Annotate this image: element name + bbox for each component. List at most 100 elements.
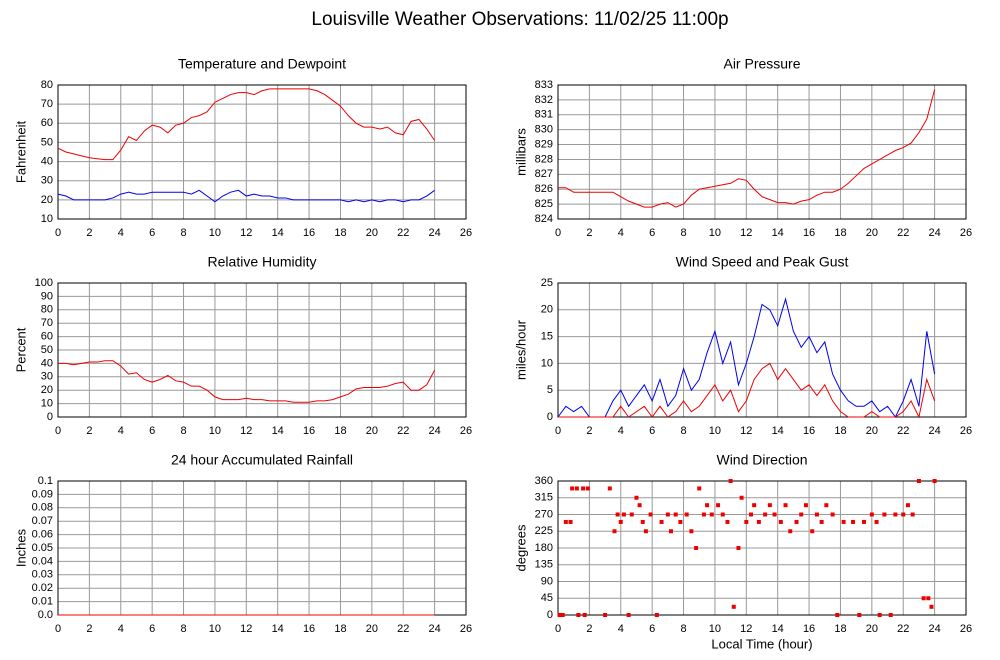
x-tick-label: 18: [334, 425, 346, 437]
data-point: [618, 519, 623, 524]
chart-title: Wind Speed and Peak Gust: [676, 254, 849, 270]
x-tick-label: 20: [866, 227, 878, 239]
data-point: [916, 479, 921, 483]
data-point: [744, 519, 749, 524]
x-axis-label: Local Time (hour): [711, 636, 812, 651]
data-point: [830, 512, 835, 517]
data-point: [901, 512, 906, 517]
y-tick-label: 315: [535, 492, 553, 504]
x-tick-label: 18: [834, 227, 846, 239]
x-tick-label: 12: [240, 623, 252, 635]
y-axis-label: Fahrenheit: [13, 121, 28, 184]
y-tick-label: 80: [41, 304, 53, 316]
y-tick-label: 0: [547, 609, 553, 621]
data-point: [810, 529, 815, 534]
data-point: [752, 503, 757, 508]
x-tick-label: 10: [209, 227, 221, 239]
y-axis-label: Inches: [13, 528, 28, 567]
y-tick-label: 40: [41, 357, 53, 369]
data-point: [803, 503, 808, 508]
x-tick-label: 18: [834, 623, 846, 635]
data-point: [621, 512, 626, 517]
y-axis-label: millibars: [513, 128, 528, 176]
x-tick-label: 2: [586, 623, 592, 635]
x-tick-label: 20: [866, 623, 878, 635]
data-point: [615, 512, 620, 517]
data-point: [877, 613, 882, 617]
x-tick-label: 0: [555, 227, 561, 239]
data-point: [568, 519, 573, 524]
x-tick-label: 0: [555, 623, 561, 635]
x-tick-label: 4: [618, 623, 624, 635]
data-point: [819, 519, 824, 524]
y-tick-label: 90: [541, 575, 553, 587]
data-point: [689, 529, 694, 534]
x-tick-label: 6: [149, 227, 155, 239]
y-tick-label: 0: [47, 411, 53, 423]
data-point: [720, 512, 725, 517]
x-tick-label: 8: [680, 623, 686, 635]
x-tick-label: 8: [180, 227, 186, 239]
y-tick-label: 0.06: [32, 529, 53, 541]
data-point: [629, 512, 634, 517]
x-tick-label: 10: [709, 623, 721, 635]
x-tick-label: 12: [240, 227, 252, 239]
y-tick-label: 829: [535, 138, 553, 150]
x-tick-label: 20: [366, 425, 378, 437]
data-point: [560, 613, 565, 617]
data-point: [910, 512, 915, 517]
x-tick-label: 12: [240, 425, 252, 437]
data-point: [612, 529, 617, 534]
x-tick-label: 0: [55, 623, 61, 635]
x-tick-label: 24: [428, 623, 440, 635]
data-point: [563, 519, 568, 524]
x-tick-label: 10: [209, 425, 221, 437]
y-tick-label: 0.1: [38, 475, 53, 487]
y-tick-label: 825: [535, 198, 553, 210]
data-line: [558, 89, 936, 208]
y-tick-label: 10: [541, 357, 553, 369]
x-tick-label: 6: [149, 623, 155, 635]
data-point: [731, 604, 736, 609]
y-tick-label: 100: [35, 277, 53, 289]
x-tick-label: 26: [460, 227, 472, 239]
y-tick-label: 10: [41, 398, 53, 410]
data-point: [705, 503, 710, 508]
chart-title: Relative Humidity: [208, 254, 317, 270]
x-tick-label: 6: [149, 425, 155, 437]
y-tick-label: 0.03: [32, 569, 53, 581]
x-tick-label: 4: [618, 227, 624, 239]
x-tick-label: 4: [618, 425, 624, 437]
y-tick-label: 135: [535, 559, 553, 571]
data-point: [585, 486, 590, 491]
x-tick-label: 8: [680, 425, 686, 437]
data-point: [814, 512, 819, 517]
x-tick-label: 0: [555, 425, 561, 437]
page-title: Louisville Weather Observations: 11/02/2…: [311, 9, 728, 30]
x-tick-label: 10: [209, 623, 221, 635]
x-tick-label: 24: [928, 623, 940, 635]
y-tick-label: 20: [41, 194, 53, 206]
y-tick-label: 832: [535, 94, 553, 106]
x-tick-label: 24: [928, 425, 940, 437]
y-tick-label: 50: [41, 344, 53, 356]
data-point: [763, 512, 768, 517]
x-tick-label: 6: [649, 227, 655, 239]
x-tick-label: 22: [897, 425, 909, 437]
x-tick-label: 2: [586, 425, 592, 437]
x-tick-label: 2: [86, 425, 92, 437]
x-tick-label: 10: [709, 425, 721, 437]
data-point: [767, 503, 772, 508]
data-point: [788, 529, 793, 534]
y-tick-label: 20: [41, 384, 53, 396]
x-tick-label: 2: [86, 227, 92, 239]
data-point: [603, 613, 608, 617]
data-point: [716, 503, 721, 508]
x-tick-label: 24: [428, 425, 440, 437]
data-point: [637, 503, 642, 508]
plot-frame: [57, 282, 467, 418]
data-point: [668, 529, 673, 534]
x-tick-label: 2: [86, 623, 92, 635]
data-point: [874, 519, 879, 524]
